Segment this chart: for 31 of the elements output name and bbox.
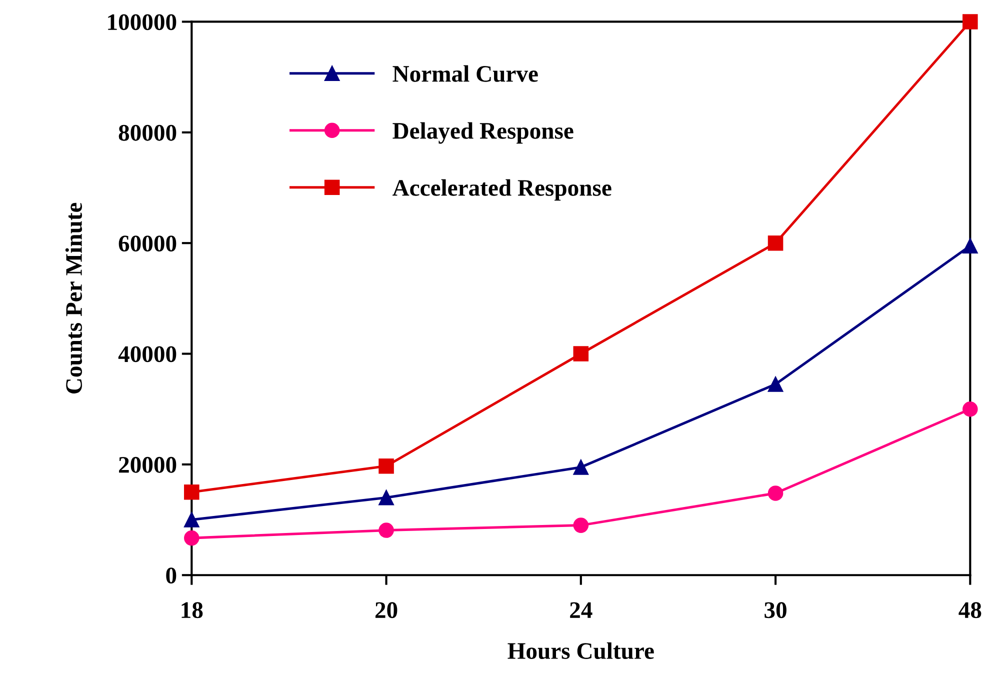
y-axis-title: Counts Per Minute xyxy=(65,202,82,394)
x-tick-label: 30 xyxy=(764,602,786,618)
point xyxy=(768,235,784,251)
point xyxy=(573,460,589,475)
y-tick-label: 60000 xyxy=(118,236,176,252)
x-tick-label: 20 xyxy=(375,602,398,618)
point xyxy=(184,512,200,528)
y-tick-label: 80000 xyxy=(118,124,176,141)
legend-label: Delayed Response xyxy=(392,122,574,144)
point xyxy=(378,522,394,538)
point xyxy=(962,401,978,417)
point xyxy=(962,14,978,30)
point xyxy=(184,484,200,500)
point xyxy=(573,346,589,362)
point xyxy=(768,486,784,501)
point xyxy=(962,238,978,254)
point xyxy=(378,458,394,474)
legend-label: Normal Curve xyxy=(392,65,538,82)
point xyxy=(768,376,784,392)
point xyxy=(573,518,589,533)
point xyxy=(378,490,394,506)
point xyxy=(184,530,200,546)
y-tick-label: 0 xyxy=(166,568,176,584)
x-axis-title: Hours Culture xyxy=(508,642,654,660)
y-tick-label: 40000 xyxy=(118,346,176,362)
x-tick-label: 18 xyxy=(182,602,203,618)
legend-label: Accelerated Response xyxy=(392,179,612,201)
y-tick-label: 20000 xyxy=(119,456,176,473)
x-tick-label: 48 xyxy=(958,602,982,618)
x-tick-label: 24 xyxy=(570,602,592,618)
y-tick-label: 100000 xyxy=(108,14,176,30)
